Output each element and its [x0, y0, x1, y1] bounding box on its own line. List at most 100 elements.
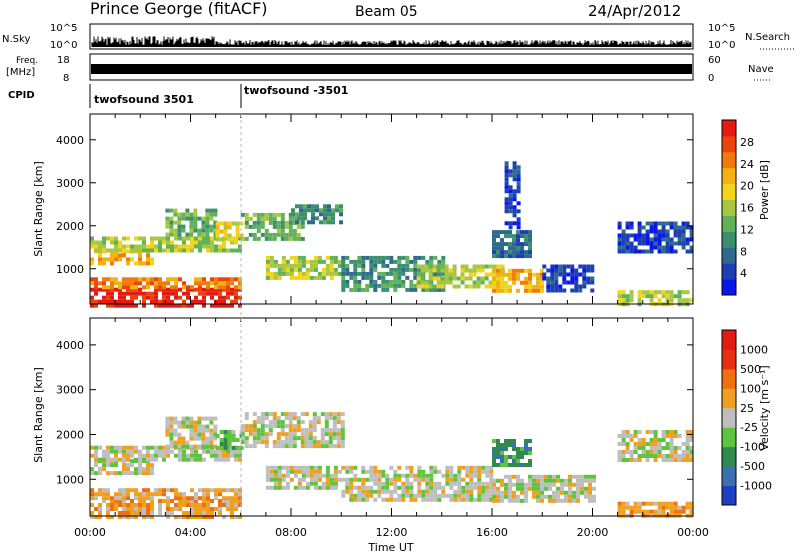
heatmap-cell	[500, 490, 504, 495]
heatmap-cell	[496, 439, 500, 443]
heatmap-cell	[468, 284, 473, 289]
heatmap-cell	[516, 494, 520, 499]
heatmap-cell	[508, 276, 512, 281]
heatmap-cell	[524, 238, 528, 243]
heatmap-cell	[280, 420, 285, 425]
heatmap-cell	[312, 444, 317, 449]
heatmap-cell	[393, 267, 398, 272]
heatmap-cell	[194, 449, 198, 454]
heatmap-cell	[94, 285, 98, 290]
heatmap-cell	[110, 261, 114, 266]
heatmap-cell	[185, 440, 190, 445]
heatmap-cell	[393, 271, 398, 276]
heatmap-cell	[226, 457, 230, 462]
heatmap-cell	[516, 250, 520, 255]
heatmap-cell	[449, 493, 454, 498]
heatmap-cell	[621, 245, 626, 250]
heatmap-cell	[568, 474, 572, 479]
heatmap-cell	[296, 428, 301, 433]
heatmap-cell	[170, 499, 174, 503]
heatmap-cell	[345, 279, 350, 284]
heatmap-cell	[215, 225, 220, 230]
heatmap-cell	[441, 493, 446, 498]
heatmap-cell	[297, 259, 302, 264]
heatmap-cell	[469, 481, 474, 486]
heatmap-cell	[300, 436, 305, 441]
heatmap-cell	[209, 212, 214, 217]
heatmap-cell	[637, 458, 642, 462]
heatmap-cell	[118, 511, 122, 515]
velocity-colorbar-label: Velocity [m s⁻¹]	[758, 365, 771, 450]
heatmap-cell	[186, 285, 190, 290]
heatmap-cell	[477, 469, 482, 474]
heatmap-cell	[300, 428, 305, 433]
heatmap-cell	[227, 225, 232, 230]
heatmap-cell	[197, 420, 202, 425]
heatmap-cell	[637, 249, 642, 254]
heatmap-cell	[214, 244, 218, 249]
heatmap-cell	[230, 281, 234, 286]
heatmap-cell	[532, 474, 536, 479]
heatmap-cell	[154, 248, 158, 253]
heatmap-cell	[536, 272, 540, 277]
x-tick-label: 04:00	[175, 526, 207, 539]
heatmap-cell	[349, 497, 354, 502]
heatmap-cell	[377, 485, 382, 490]
heatmap-cell	[385, 279, 390, 284]
heatmap-cell	[492, 439, 496, 443]
heatmap-cell	[230, 503, 234, 507]
heatmap-cell	[158, 277, 162, 282]
heatmap-cell	[126, 257, 130, 262]
heatmap-cell	[230, 303, 234, 308]
heatmap-cell	[90, 453, 94, 458]
heatmap-cell	[433, 497, 438, 502]
heatmap-cell	[223, 442, 228, 446]
heatmap-cell	[453, 473, 458, 478]
heatmap-cell	[102, 257, 106, 262]
heatmap-cell	[420, 280, 425, 285]
heatmap-cell	[122, 496, 126, 501]
heatmap-cell	[409, 485, 414, 490]
heatmap-cell	[264, 436, 269, 441]
heatmap-cell	[252, 220, 257, 225]
heatmap-cell	[590, 288, 595, 293]
heatmap-cell	[309, 259, 314, 264]
heatmap-cell	[413, 255, 418, 260]
heatmap-cell	[524, 498, 528, 503]
heatmap-cell	[520, 254, 524, 259]
heatmap-cell	[238, 499, 242, 503]
heatmap-cell	[568, 486, 572, 491]
heatmap-cell	[397, 465, 402, 470]
heatmap-cell	[169, 424, 174, 429]
heatmap-cell	[150, 463, 154, 468]
heatmap-cell	[130, 257, 134, 262]
heatmap-cell	[582, 280, 587, 285]
heatmap-cell	[504, 447, 508, 451]
heatmap-cell	[238, 244, 242, 249]
heatmap-cell	[280, 236, 285, 241]
heatmap-cell	[621, 298, 626, 303]
heatmap-cell	[340, 424, 345, 429]
heatmap-cell	[142, 492, 146, 497]
heatmap-cell	[142, 445, 146, 450]
heatmap-cell	[425, 497, 430, 502]
heatmap-cell	[288, 232, 293, 237]
heatmap-cell	[303, 212, 307, 217]
heatmap-cell	[138, 496, 142, 501]
heatmap-cell	[381, 263, 386, 268]
heatmap-cell	[305, 473, 310, 478]
heatmap-cell	[252, 224, 257, 229]
heatmap-cell	[469, 489, 474, 494]
heatmap-cell	[617, 245, 622, 250]
heatmap-cell	[560, 498, 564, 503]
heatmap-cell	[345, 271, 350, 276]
heatmap-cell	[357, 259, 362, 264]
heatmap-cell	[293, 259, 298, 264]
heatmap-cell	[277, 481, 282, 486]
heatmap-cell	[134, 248, 138, 253]
heatmap-cell	[134, 287, 138, 292]
heatmap-cell	[178, 503, 182, 507]
heatmap-cell	[106, 299, 110, 304]
heatmap-cell	[528, 288, 532, 293]
heatmap-cell	[210, 287, 214, 292]
